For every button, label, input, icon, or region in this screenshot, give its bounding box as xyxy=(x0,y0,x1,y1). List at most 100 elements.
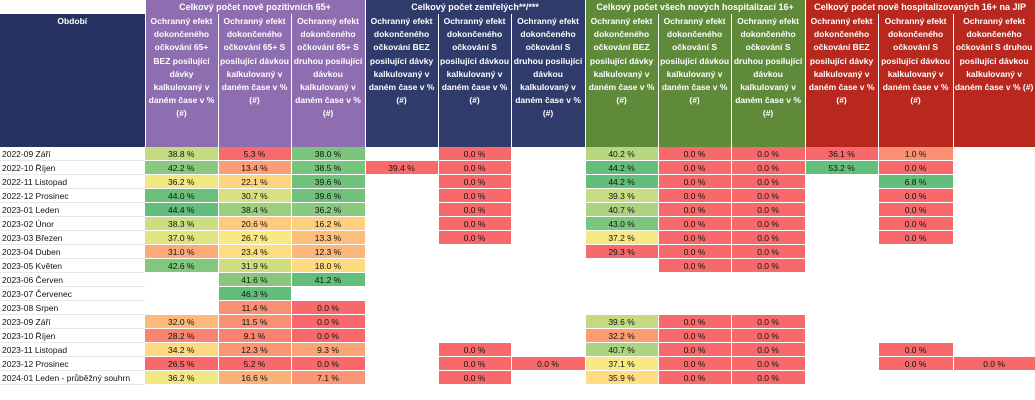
value-cell: 0.0 % xyxy=(438,160,512,175)
value-cell: 0.0 % xyxy=(291,300,366,315)
value-cell: 40.7 % xyxy=(585,342,659,357)
value-cell: 11.5 % xyxy=(218,314,292,329)
value-cell xyxy=(365,370,439,385)
value-cell: 0.0 % xyxy=(731,356,806,371)
col-header: Ochranný efekt dokončeného očkování 65+ … xyxy=(291,14,366,147)
value-cell: 0.0 % xyxy=(731,328,806,343)
value-cell xyxy=(805,342,879,357)
value-cell: 40.2 % xyxy=(585,147,659,161)
value-cell: 0.0 % xyxy=(878,216,954,231)
value-cell: 0.0 % xyxy=(658,188,732,203)
value-cell: 39.4 % xyxy=(365,160,439,175)
value-cell xyxy=(953,230,1035,245)
value-cell: 0.0 % xyxy=(658,160,732,175)
value-cell: 39.6 % xyxy=(291,188,366,203)
value-cell xyxy=(511,328,586,343)
group-icu: Celkový počet nově hospitalizovaných 16+… xyxy=(805,0,1035,14)
value-cell: 41.2 % xyxy=(291,272,366,287)
value-cell: 0.0 % xyxy=(953,356,1035,371)
value-cell: 11.4 % xyxy=(218,300,292,315)
value-cell xyxy=(585,258,659,273)
value-cell: 28.2 % xyxy=(145,328,219,343)
table-row: 2022-12 Prosinec 44.0 % 30.7 % 39.6 % 0.0 % 3… xyxy=(0,188,1035,203)
value-cell: 37.0 % xyxy=(145,230,219,245)
value-cell: 0.0 % xyxy=(878,356,954,371)
value-cell xyxy=(511,286,586,301)
value-cell: 38.8 % xyxy=(145,147,219,161)
value-cell: 0.0 % xyxy=(658,230,732,245)
value-cell xyxy=(805,328,879,343)
value-cell: 0.0 % xyxy=(658,244,732,259)
value-cell xyxy=(438,272,512,287)
value-cell xyxy=(805,258,879,273)
value-cell xyxy=(585,300,659,315)
value-cell: 0.0 % xyxy=(878,202,954,217)
table-row: 2023-05 Květen 42.6 % 31.9 % 18.0 % 0.0 % 0.0… xyxy=(0,258,1035,273)
value-cell xyxy=(805,314,879,329)
period-cell: 2024-01 Leden - průběžný souhrn xyxy=(0,370,145,385)
value-cell xyxy=(953,216,1035,231)
table-row: 2024-01 Leden - průběžný souhrn 36.2 % 16.… xyxy=(0,370,1035,385)
period-cell: 2023-11 Listopad xyxy=(0,342,145,357)
value-cell xyxy=(511,314,586,329)
value-cell: 12.3 % xyxy=(218,342,292,357)
value-cell: 0.0 % xyxy=(731,342,806,357)
value-cell xyxy=(805,188,879,203)
value-cell: 0.0 % xyxy=(658,314,732,329)
value-cell xyxy=(365,244,439,259)
value-cell: 44.2 % xyxy=(585,160,659,175)
value-cell xyxy=(365,272,439,287)
col-header: Ochranný efekt dokončeného očkování BEZ … xyxy=(585,14,659,147)
value-cell xyxy=(731,272,806,287)
value-cell: 38.4 % xyxy=(218,202,292,217)
value-cell: 7.1 % xyxy=(291,370,366,385)
period-cell: 2023-06 Červen xyxy=(0,272,145,287)
value-cell: 0.0 % xyxy=(878,160,954,175)
value-cell: 26.7 % xyxy=(218,230,292,245)
value-cell: 37.1 % xyxy=(585,356,659,371)
value-cell: 32.0 % xyxy=(145,314,219,329)
value-cell: 36.2 % xyxy=(291,202,366,217)
value-cell xyxy=(365,314,439,329)
value-cell: 0.0 % xyxy=(438,147,512,161)
value-cell: 0.0 % xyxy=(878,188,954,203)
value-cell: 0.0 % xyxy=(658,328,732,343)
value-cell xyxy=(365,342,439,357)
value-cell: 36.2 % xyxy=(145,174,219,189)
value-cell xyxy=(805,370,879,385)
value-cell xyxy=(878,286,954,301)
table-row: 2023-11 Listopad 34.2 % 12.3 % 9.3 % 0.0 % 40… xyxy=(0,342,1035,357)
value-cell xyxy=(953,300,1035,315)
group-header-row: Celkový počet nově pozitivních 65+ Celko… xyxy=(0,0,1035,14)
table-row: 2023-04 Duben 31.0 % 23.4 % 12.3 % 29.3 % 0.0… xyxy=(0,244,1035,259)
vaccine-efficacy-table: Celkový počet nově pozitivních 65+ Celko… xyxy=(0,0,1035,385)
col-header: Ochranný efekt dokončeného očkování S po… xyxy=(878,14,954,147)
col-header: Ochranný efekt dokončeného očkování 65+ … xyxy=(145,14,219,147)
value-cell xyxy=(953,314,1035,329)
table-row: 2023-09 Září 32.0 % 11.5 % 0.0 % 39.6 % 0.0 %… xyxy=(0,314,1035,329)
period-cell: 2023-04 Duben xyxy=(0,244,145,259)
value-cell: 5.2 % xyxy=(218,356,292,371)
value-cell xyxy=(953,147,1035,161)
value-cell xyxy=(511,370,586,385)
value-cell: 38.3 % xyxy=(145,216,219,231)
value-cell: 0.0 % xyxy=(438,342,512,357)
value-cell: 0.0 % xyxy=(731,370,806,385)
col-header: Ochranný efekt dokončeného očkování S dr… xyxy=(731,14,806,147)
value-cell: 9.3 % xyxy=(291,342,366,357)
value-cell: 46.3 % xyxy=(218,286,292,301)
value-cell xyxy=(438,328,512,343)
value-cell xyxy=(731,300,806,315)
value-cell xyxy=(145,286,219,301)
value-cell: 44.4 % xyxy=(145,202,219,217)
column-header-row: Období Ochranný efekt dokončeného očková… xyxy=(0,14,1035,147)
col-header: Ochranný efekt dokončeného očkování 65+ … xyxy=(218,14,292,147)
value-cell xyxy=(878,328,954,343)
table-row: 2023-02 Únor 38.3 % 20.6 % 16.2 % 0.0 % 43.0 … xyxy=(0,216,1035,231)
period-cell: 2023-09 Září xyxy=(0,314,145,329)
period-cell: 2023-07 Červenec xyxy=(0,286,145,301)
value-cell: 0.0 % xyxy=(658,356,732,371)
value-cell xyxy=(365,286,439,301)
value-cell: 39.6 % xyxy=(585,314,659,329)
value-cell: 13.4 % xyxy=(218,160,292,175)
